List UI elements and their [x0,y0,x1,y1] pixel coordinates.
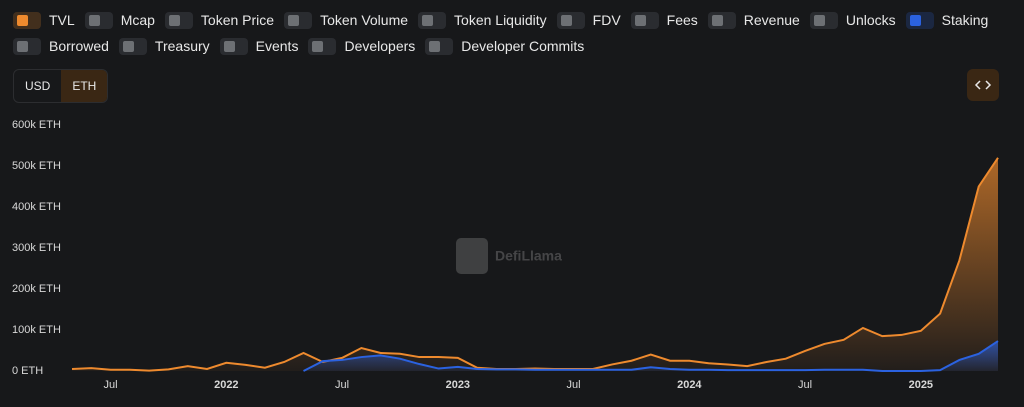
toggle[interactable]: Borrowed [13,36,109,56]
toggle-switch [164,11,193,29]
area-line [71,157,999,372]
toggle-label: Token Liquidity [454,12,547,28]
area-line [303,340,999,372]
toggle-switch [308,37,337,55]
toggle-label: Treasury [154,38,210,54]
toggle[interactable]: Developers [308,36,415,56]
y-tick-label: 0 ETH [12,365,43,377]
y-tick-label: 300k ETH [12,242,61,254]
toggle-switch [418,11,447,29]
y-tick-label: 200k ETH [12,283,61,295]
toggle-switch [13,11,41,29]
y-tick-label: 100k ETH [12,324,61,336]
toggle[interactable]: Treasury [118,36,210,56]
toggle-label: Token Price [200,12,275,28]
toggle[interactable]: Unlocks [809,10,896,30]
unit-button[interactable]: ETH [61,70,108,102]
toggle[interactable]: TVL [13,10,75,30]
toggle-switch [707,11,736,29]
toggle-label: Mcap [120,12,155,28]
toggle-label: Fees [666,12,698,28]
toggle-knob [813,14,825,26]
toggle-knob [312,40,324,52]
toggle-bar: TVL Mcap Token Price Token Volume Token Liqu… [13,10,1003,56]
toggle-switch [219,37,248,55]
toggle-switch [284,11,313,29]
x-tick-label: 2022 [214,379,238,391]
y-tick-label: 400k ETH [12,201,61,213]
embed-button[interactable] [967,69,999,101]
toggle-knob [429,40,441,52]
x-tick-label: Jul [798,379,812,391]
toggle-knob [88,14,100,26]
unit-switch: USD ETH [13,69,109,103]
toggle-switch [425,37,454,55]
toggle[interactable]: Token Liquidity [418,10,547,30]
toggle[interactable]: Token Volume [284,10,408,30]
embed-icon [974,80,992,90]
toggle[interactable]: Token Price [164,10,275,30]
area-fill [303,341,998,371]
toggle-knob [223,40,235,52]
toggle-label: FDV [592,12,621,28]
toggle[interactable]: Staking [905,10,989,30]
x-tick-label: 2024 [677,379,702,391]
toggle-knob [560,14,572,26]
toggle-label: Developers [344,38,416,54]
toggle-switch [905,11,934,29]
toggle[interactable]: Mcap [84,10,155,30]
toggle-knob [168,14,180,26]
toggle-knob [288,14,300,26]
toggle[interactable]: Revenue [707,10,800,30]
toggle-label: Revenue [743,12,800,28]
toggle-knob [422,14,434,26]
toggle[interactable]: Fees [630,10,698,30]
toggle-switch [84,11,113,29]
toggle-label: TVL [49,12,75,28]
unit-button[interactable]: USD [25,79,51,93]
toggle-label: Borrowed [49,38,109,54]
x-tick-label: Jul [104,379,118,391]
watermark-text: DefiLlama [495,248,562,264]
toggle[interactable]: Developer Commits [425,36,584,56]
toggle-knob [17,40,28,52]
x-tick-label: Jul [567,379,581,391]
toggle-label: Token Volume [320,12,409,28]
toggle-label: Events [255,38,299,54]
toggle-switch [13,37,41,55]
toggle-label: Staking [941,12,989,28]
toggle-switch [630,11,659,29]
y-tick-label: 500k ETH [12,160,61,172]
watermark: DefiLlama [456,238,562,274]
toggle-knob [634,14,646,26]
toggle[interactable]: Events [219,36,299,56]
x-tick-label: Jul [335,379,349,391]
toggle-switch [118,37,147,55]
y-tick-label: 600k ETH [12,119,61,131]
toggle[interactable]: FDV [556,10,621,30]
toggle-knob [17,14,28,26]
toggle-label: Unlocks [845,12,896,28]
toggle-knob [711,14,723,26]
area-fill [72,157,998,371]
toggle-knob [909,14,921,26]
toggle-label: Developer Commits [461,38,585,54]
x-tick-label: 2025 [909,379,933,391]
toggle-switch [809,11,838,29]
x-tick-label: 2023 [446,379,470,391]
toggle-knob [122,40,134,52]
toggle-switch [556,11,585,29]
